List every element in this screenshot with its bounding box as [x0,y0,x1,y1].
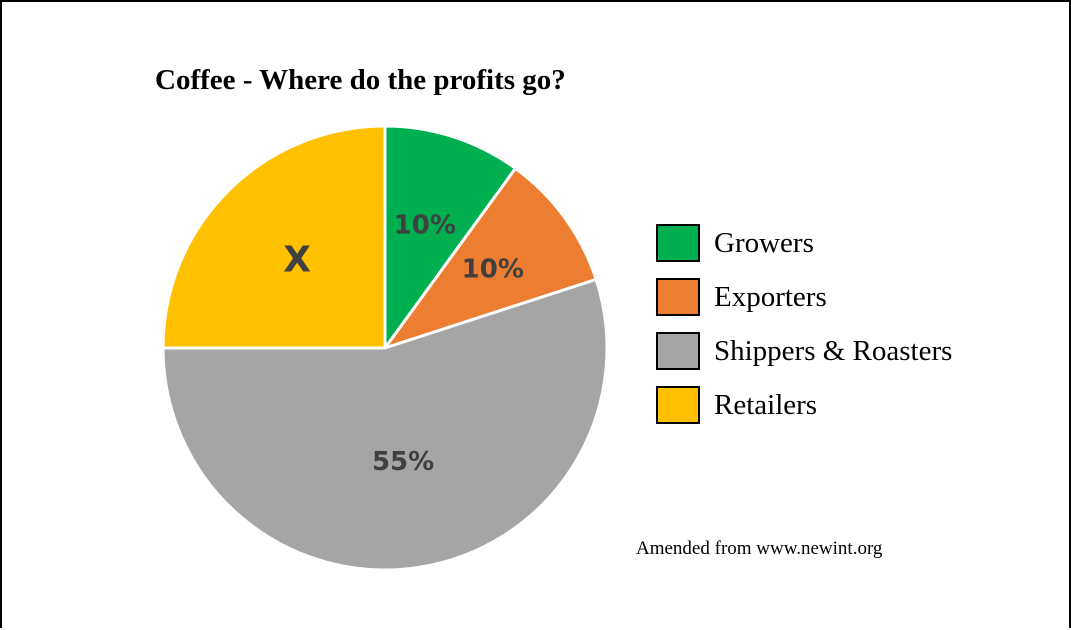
pie-slice-retailers [161,124,387,350]
chart-title: Coffee - Where do the profits go? [155,64,566,96]
legend-swatch-growers [656,224,700,262]
legend-item-shippers-roasters: Shippers & Roasters [656,324,952,378]
legend-label-exporters: Exporters [714,280,827,313]
slice-label-exporters: 10% [462,255,524,285]
slice-label-retailers: X [283,240,311,281]
source-note: Amended from www.newint.org [636,538,883,559]
slice-label-shippers-roasters: 55% [372,447,434,477]
legend-item-growers: Growers [656,216,952,270]
legend-label-growers: Growers [714,226,814,259]
pie-slice-growers [383,124,517,350]
legend-swatch-exporters [656,278,700,316]
legend-swatch-retailers [656,386,700,424]
slice-label-growers: 10% [394,211,456,241]
legend: Growers Exporters Shippers & Roasters Re… [656,216,952,432]
legend-swatch-shippers-roasters [656,332,700,370]
legend-label-shippers-roasters: Shippers & Roasters [714,334,953,367]
legend-item-retailers: Retailers [656,378,952,432]
pie-slice-exporters [383,166,598,350]
pie-slice-shippers-roasters [161,277,609,572]
legend-item-exporters: Exporters [656,270,952,324]
legend-label-retailers: Retailers [714,388,818,421]
